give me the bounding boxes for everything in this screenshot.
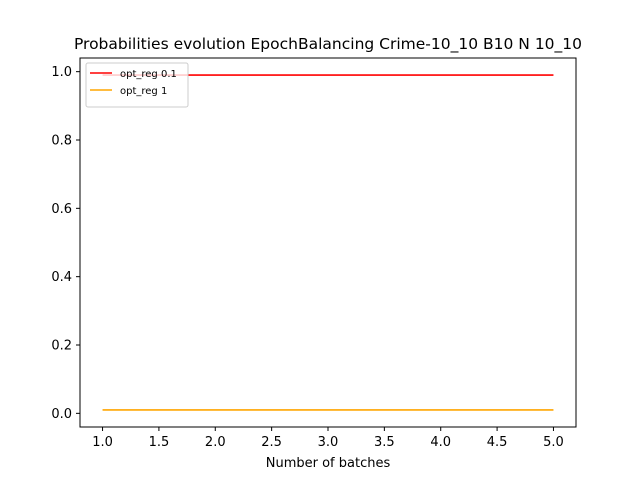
chart-title: Probabilities evolution EpochBalancing C… (74, 35, 582, 54)
y-axis: 0.0 0.2 0.4 0.6 0.8 1.0 (51, 65, 80, 422)
legend-label: opt_reg 0.1 (120, 69, 177, 80)
x-axis-title: Number of batches (266, 456, 391, 471)
x-tick-label: 3.0 (318, 435, 339, 450)
plot-area (79, 57, 577, 428)
x-axis: 1.0 1.5 2.0 2.5 3.0 3.5 4.0 4.5 5.0 (92, 427, 564, 450)
x-tick-label: 1.0 (92, 435, 113, 450)
legend: opt_reg 0.1 opt_reg 1 (85, 62, 189, 108)
x-tick-label: 2.5 (261, 435, 282, 450)
x-tick-label: 2.0 (205, 435, 226, 450)
y-tick-label: 0.8 (51, 134, 72, 149)
y-tick-label: 0.0 (51, 407, 72, 422)
x-tick-label: 4.5 (487, 435, 508, 450)
legend-label: opt_reg 1 (120, 86, 167, 97)
x-tick-label: 1.5 (149, 435, 170, 450)
y-tick-label: 1.0 (51, 65, 72, 80)
x-tick-label: 3.5 (374, 435, 395, 450)
x-tick-label: 4.0 (430, 435, 451, 450)
plot-frame (79, 57, 577, 428)
legend-box (85, 62, 189, 108)
y-tick-label: 0.4 (51, 270, 72, 285)
x-tick-label: 5.0 (543, 435, 564, 450)
y-tick-label: 0.2 (51, 339, 72, 354)
y-tick-label: 0.6 (51, 202, 72, 217)
